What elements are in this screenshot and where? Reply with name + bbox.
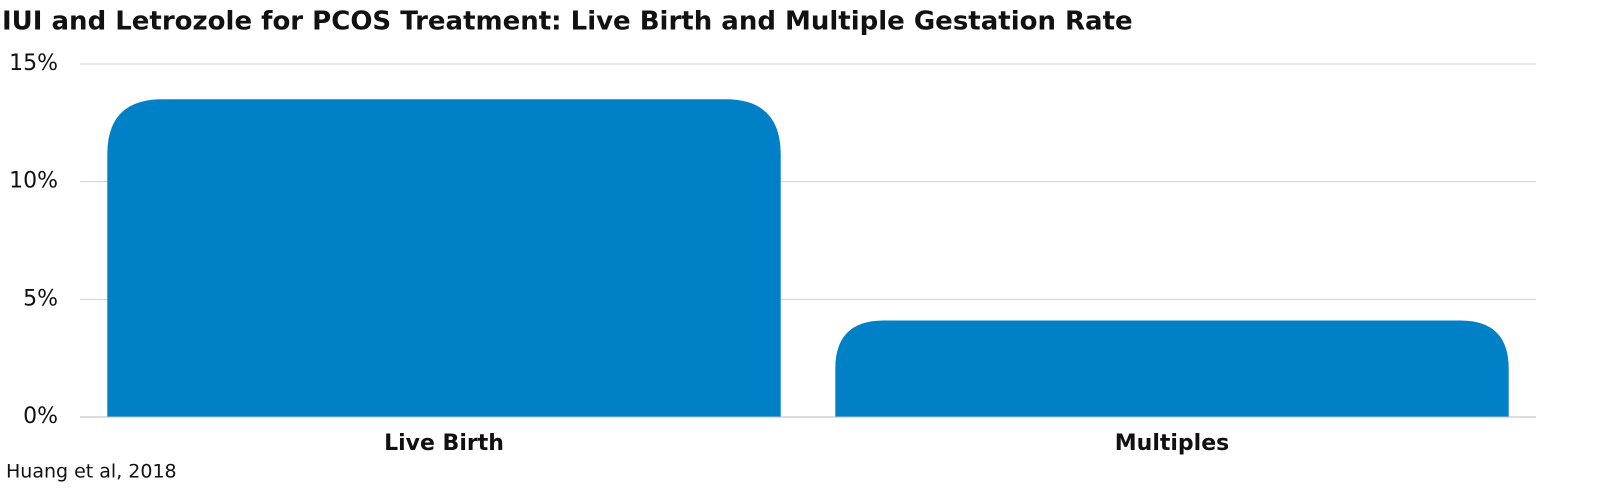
chart-title: IUI and Letrozole for PCOS Treatment: Li… — [2, 7, 1133, 37]
bar — [107, 99, 781, 418]
y-tick-label: 5% — [23, 286, 58, 311]
y-tick-label: 10% — [9, 169, 58, 194]
x-tick-label: Live Birth — [384, 431, 504, 456]
y-tick-label: 15% — [9, 51, 58, 76]
bar — [835, 320, 1509, 417]
source-note: Huang et al, 2018 — [6, 461, 177, 483]
y-tick-label: 0% — [23, 404, 58, 429]
x-tick-label: Multiples — [1115, 431, 1229, 456]
